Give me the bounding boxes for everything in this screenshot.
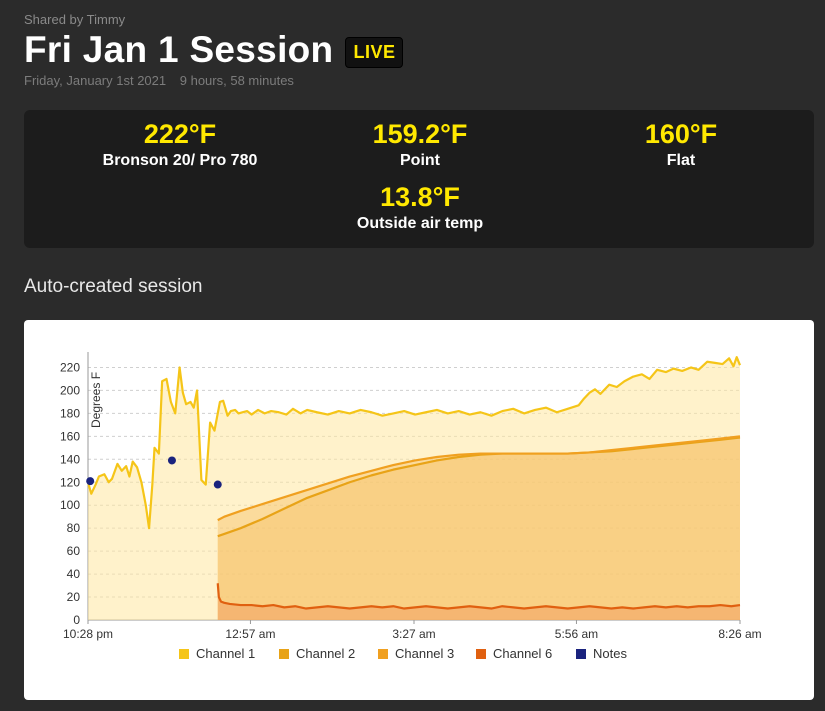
y-tick-label: 220: [60, 360, 80, 374]
series-area-channel-1: [88, 357, 740, 620]
legend-label: Notes: [593, 646, 627, 661]
y-tick-label: 100: [60, 498, 80, 512]
session-subtitle: Friday, January 1st 2021 9 hours, 58 min…: [24, 73, 294, 88]
stat-flat: 160°F Flat: [561, 118, 801, 170]
series-line-channel-1: [86, 356, 742, 530]
series-line-channel-3: [217, 435, 741, 522]
x-tick-label: 12:57 am: [225, 627, 275, 641]
stat-label: Outside air temp: [356, 215, 484, 232]
x-tick-label: 5:56 am: [555, 627, 598, 641]
series-area-channel-6: [217, 583, 740, 620]
chart-card: 0 20 40 60 80 100 120 140 160 180 200 220 10:28 pm 12…: [24, 320, 814, 700]
stat-value: 159.2°F: [372, 119, 468, 149]
stat-outside-air-temp: 13.8°F Outside air temp: [300, 181, 540, 233]
stat-point: 159.2°F Point: [300, 118, 540, 170]
session-date: Friday, January 1st 2021: [24, 73, 167, 88]
live-badge: LIVE: [345, 36, 404, 68]
legend-swatch: [378, 649, 388, 659]
stat-value: 222°F: [143, 119, 217, 149]
stat-label: Point: [400, 152, 440, 169]
session-duration: 9 hours, 58 minutes: [179, 73, 294, 88]
series-line-channel-2: [217, 436, 741, 538]
title-row: Fri Jan 1 Session LIVE: [24, 28, 404, 72]
legend-label: Channel 3: [395, 646, 454, 661]
stat-label: Flat: [666, 152, 696, 169]
temperature-chart: 0 20 40 60 80 100 120 140 160 180 200 220 10:28 pm 12…: [60, 352, 762, 661]
y-tick-label: 20: [67, 590, 81, 604]
x-tick-label: 10:28 pm: [63, 627, 113, 641]
stat-value: 160°F: [644, 119, 718, 149]
x-tick-label: 8:26 am: [718, 627, 761, 641]
y-axis-title: Degrees F: [89, 372, 103, 428]
legend-label: Channel 2: [296, 646, 355, 661]
page-title: Fri Jan 1 Session: [24, 29, 334, 70]
legend-label: Channel 1: [196, 646, 255, 661]
legend-swatch: [576, 649, 586, 659]
y-tick-label: 180: [60, 406, 80, 420]
legend-swatch: [179, 649, 189, 659]
shared-by: Shared by Timmy: [24, 12, 126, 27]
section-title: Auto-created session: [24, 276, 203, 297]
legend-swatch: [476, 649, 486, 659]
y-tick-label: 40: [67, 567, 81, 581]
note-point: [86, 477, 95, 486]
note-point: [167, 456, 176, 465]
y-tick-label: 80: [67, 521, 81, 535]
note-point: [213, 480, 222, 489]
y-tick-label: 160: [60, 429, 80, 443]
x-tick-label: 3:27 am: [392, 627, 435, 641]
legend-swatch: [279, 649, 289, 659]
y-tick-label: 120: [60, 475, 80, 489]
y-tick-label: 0: [73, 613, 80, 627]
y-tick-label: 60: [67, 544, 81, 558]
y-tick-label: 140: [60, 452, 80, 466]
stat-value: 13.8°F: [380, 182, 460, 212]
series-line-channel-6: [216, 583, 741, 610]
y-tick-label: 200: [60, 383, 80, 397]
legend-label: Channel 6: [493, 646, 552, 661]
stats-panel: 222°F Bronson 20/ Pro 780 159.2°F Point …: [24, 110, 814, 248]
stat-label: Bronson 20/ Pro 780: [102, 152, 258, 169]
stat-bronson: 222°F Bronson 20/ Pro 780: [60, 118, 300, 170]
